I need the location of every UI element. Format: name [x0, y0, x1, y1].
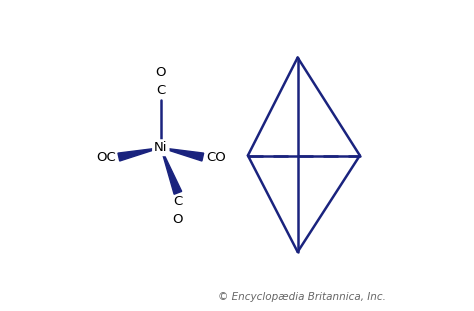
Text: C: C [173, 195, 182, 208]
Polygon shape [161, 148, 182, 194]
Text: C: C [156, 84, 165, 97]
Polygon shape [118, 148, 161, 161]
Text: O: O [173, 213, 183, 226]
Text: OC: OC [96, 151, 116, 164]
Text: CO: CO [206, 151, 226, 164]
Text: Ni: Ni [154, 141, 167, 154]
Text: O: O [155, 66, 166, 79]
Text: © Encyclopædia Britannica, Inc.: © Encyclopædia Britannica, Inc. [219, 292, 386, 302]
Polygon shape [161, 148, 204, 161]
